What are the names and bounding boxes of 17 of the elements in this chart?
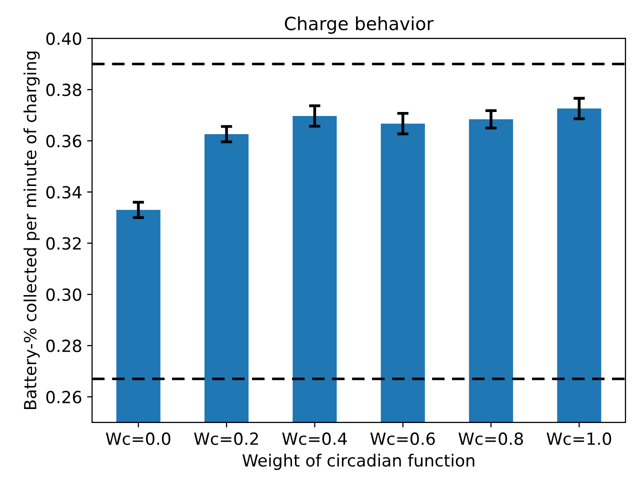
y-tick-label: 0.26 [46,390,82,404]
x-tick-label: Wc=0.2 [194,432,258,446]
chart-title: Charge behavior [284,16,434,34]
y-tick-label: 0.36 [46,134,82,148]
y-axis-title: Battery-% collected per minute of charging [24,52,40,410]
x-tick-label: Wc=0.8 [458,432,523,446]
y-tick-label: 0.40 [46,32,82,45]
x-tick-label: Wc=1.0 [546,432,612,446]
x-tick-label: Wc=0.4 [282,432,347,446]
x-tick-label: Wc=0.6 [370,432,435,446]
x-tick-label: Wc=0.0 [106,432,170,446]
x-axis-title: Weight of circadian function [242,454,474,470]
y-tick-label: 0.30 [46,288,82,301]
y-tick-label: 0.34 [46,186,82,199]
y-tick-label: 0.38 [46,84,82,96]
y-tick-label: 0.28 [46,340,82,352]
y-tick-label: 0.32 [46,237,81,250]
